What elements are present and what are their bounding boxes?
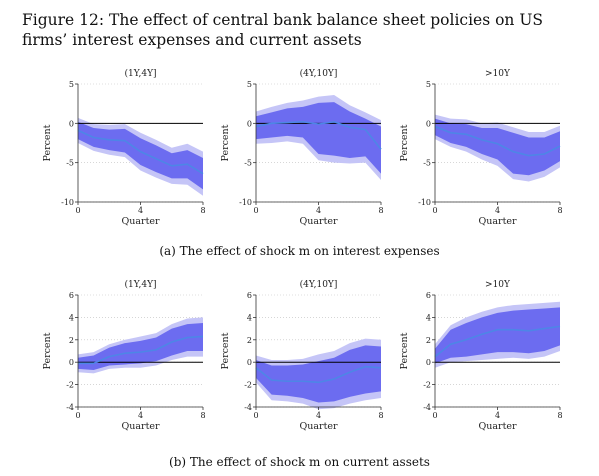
- y-tick-label: -4: [66, 403, 74, 412]
- confidence-band-68: [256, 102, 381, 174]
- panel-a-3: -10 -5 0 5 0 4 8 >10Y Quarter Percent: [399, 69, 563, 227]
- x-axis-label: Quarter: [478, 216, 517, 227]
- x-tick-label: 8: [557, 411, 562, 420]
- x-tick-label: 0: [253, 411, 258, 420]
- y-axis-label: Percent: [42, 332, 53, 369]
- x-tick-label: 0: [432, 206, 437, 215]
- y-tick-label: -4: [244, 403, 252, 412]
- y-tick-label: 2: [69, 336, 74, 345]
- y-tick-label: 4: [247, 313, 252, 322]
- estimate-line: [434, 325, 561, 358]
- y-tick-label: -10: [418, 198, 431, 207]
- panel-title: (4Y,10Y]: [300, 279, 338, 290]
- caption-panel-a: (a) The effect of shock m on interest ex…: [159, 244, 440, 258]
- confidence-band-68: [256, 345, 381, 403]
- y-tick-label: 4: [69, 313, 74, 322]
- panel-title: >10Y: [485, 69, 511, 79]
- y-tick-label: -2: [423, 381, 431, 390]
- caption-panel-b: (b) The effect of shock m on current ass…: [169, 455, 430, 469]
- x-axis-label: Quarter: [299, 216, 338, 227]
- x-axis-label: Quarter: [299, 421, 338, 432]
- y-tick-label: 4: [426, 313, 431, 322]
- y-tick-label: -4: [423, 403, 431, 412]
- panel-b-2: -4 -2 0 2 4 6 0 4 8 (4Y,10Y] Quarter Percent: [220, 279, 384, 432]
- x-axis-label: Quarter: [121, 216, 160, 227]
- y-tick-label: -5: [423, 159, 431, 168]
- y-axis-label: Percent: [42, 124, 53, 161]
- x-tick-label: 8: [557, 206, 562, 215]
- y-tick-label: 0: [426, 119, 431, 128]
- y-tick-label: 0: [69, 119, 74, 128]
- x-tick-label: 4: [495, 206, 500, 215]
- x-axis-label: Quarter: [121, 421, 160, 432]
- x-tick-label: 8: [378, 411, 383, 420]
- x-tick-label: 0: [75, 411, 80, 420]
- panel-b-1: -4 -2 0 2 4 6 0 4 8 (1Y,4Y] Quarter Percent: [42, 279, 206, 432]
- panel-a-1: -10 -5 0 5 0 4 8 (1Y,4Y] Quarter Percent: [42, 68, 206, 227]
- x-tick-label: 4: [138, 206, 143, 215]
- y-axis-label: Percent: [399, 332, 410, 369]
- y-tick-label: 0: [426, 358, 431, 367]
- panel-a-2: -10 -5 0 5 0 4 8 (4Y,10Y] Quarter Percent: [220, 68, 384, 227]
- x-tick-label: 4: [138, 411, 143, 420]
- x-tick-label: 0: [253, 206, 258, 215]
- y-tick-label: 0: [247, 358, 252, 367]
- x-tick-label: 8: [200, 411, 205, 420]
- x-tick-label: 8: [378, 206, 383, 215]
- panel-title: >10Y: [485, 280, 511, 290]
- y-tick-label: 5: [426, 80, 431, 89]
- panel-title: (1Y,4Y]: [124, 279, 156, 290]
- estimate-line: [434, 125, 561, 157]
- x-axis-label: Quarter: [478, 421, 517, 432]
- y-tick-label: 5: [247, 80, 252, 89]
- y-tick-label: 5: [69, 80, 74, 89]
- y-tick-label: 2: [247, 336, 252, 345]
- x-tick-label: 4: [495, 411, 500, 420]
- y-tick-label: -10: [239, 198, 252, 207]
- y-tick-label: -2: [244, 381, 252, 390]
- estimate-line: [255, 365, 382, 384]
- y-tick-label: -2: [66, 381, 74, 390]
- y-tick-label: -5: [244, 159, 252, 168]
- panel-title: (1Y,4Y]: [124, 68, 156, 79]
- y-axis-label: Percent: [399, 124, 410, 161]
- x-tick-label: 8: [200, 206, 205, 215]
- y-tick-label: -5: [66, 159, 74, 168]
- y-tick-label: 6: [69, 291, 74, 300]
- y-tick-label: 6: [426, 291, 431, 300]
- panel-b-3: -4 -2 0 2 4 6 0 4 8 >10Y Quarter Percent: [399, 280, 563, 432]
- x-tick-label: 4: [316, 206, 321, 215]
- confidence-band-68: [78, 323, 203, 371]
- confidence-band-68: [78, 121, 203, 190]
- estimate-line: [255, 120, 382, 150]
- estimate-line: [77, 129, 204, 175]
- y-axis-label: Percent: [220, 332, 231, 369]
- y-tick-label: 0: [247, 119, 252, 128]
- y-axis-label: Percent: [220, 124, 231, 161]
- x-tick-label: 4: [316, 411, 321, 420]
- panel-title: (4Y,10Y]: [300, 68, 338, 79]
- x-tick-label: 0: [75, 206, 80, 215]
- confidence-band-68: [435, 307, 560, 364]
- figure-title: Figure 12: The effect of central bank ba…: [22, 11, 544, 49]
- y-tick-label: -10: [61, 198, 74, 207]
- y-tick-label: 6: [247, 291, 252, 300]
- y-tick-label: 2: [426, 336, 431, 345]
- x-tick-label: 0: [432, 411, 437, 420]
- y-tick-label: 0: [69, 358, 74, 367]
- confidence-band-68: [435, 118, 560, 176]
- estimate-line: [78, 335, 204, 365]
